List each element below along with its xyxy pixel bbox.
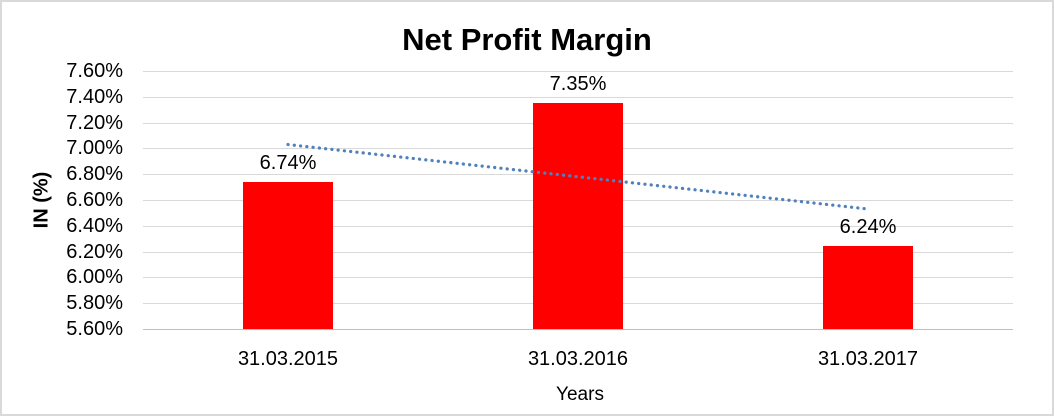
gridline (143, 97, 1013, 98)
y-tick-label: 6.40% (66, 215, 123, 237)
y-tick-label: 6.20% (66, 241, 123, 263)
y-tick-label: 6.60% (66, 189, 123, 211)
chart-title: Net Profit Margin (402, 22, 652, 57)
bar-data-label: 6.74% (259, 151, 317, 174)
bar-data-label: 7.35% (549, 73, 607, 96)
y-tick-label: 7.00% (66, 137, 123, 159)
y-tick-label: 7.40% (66, 86, 123, 108)
gridline (143, 71, 1013, 72)
bar-data-label: 6.24% (839, 216, 897, 239)
y-axis-title: IN (%) (30, 171, 53, 229)
bar (533, 103, 623, 329)
y-tick-label: 7.60% (66, 60, 123, 82)
y-tick-label: 5.60% (66, 318, 123, 340)
y-tick-label: 5.80% (66, 292, 123, 314)
y-tick-label: 7.20% (66, 112, 123, 134)
x-tick-label: 31.03.2015 (237, 348, 339, 370)
y-tick-label: 6.80% (66, 163, 123, 185)
bar (823, 246, 913, 329)
x-tick-label: 31.03.2017 (817, 348, 919, 370)
x-axis-line (143, 329, 1013, 330)
x-tick-label: 31.03.2016 (527, 348, 629, 370)
bar (243, 181, 333, 329)
y-tick-label: 6.00% (66, 266, 123, 288)
x-axis-title: Years (556, 384, 604, 405)
